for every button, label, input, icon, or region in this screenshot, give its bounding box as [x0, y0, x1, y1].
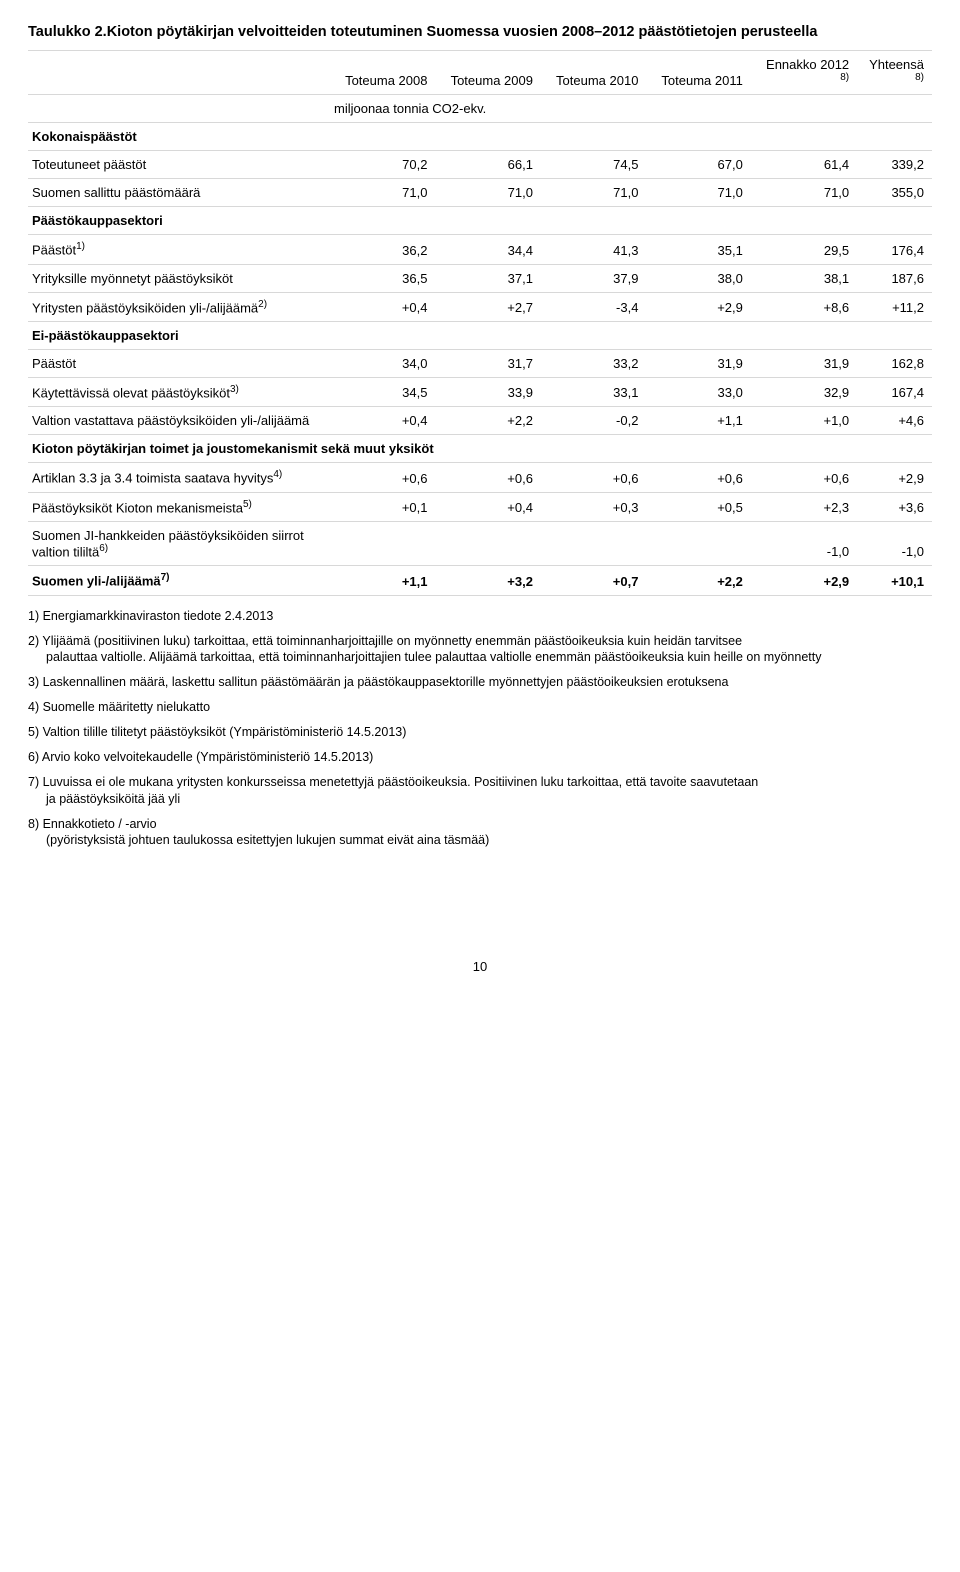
col-2008: Toteuma 2008	[330, 51, 435, 95]
header-row: Toteuma 2008 Toteuma 2009 Toteuma 2010 T…	[28, 51, 932, 95]
row-eipks-paastot: Päästöt 34,031,733,231,931,9162,8	[28, 349, 932, 377]
section-pks: Päästökauppasektori	[28, 207, 932, 235]
row-valtion-ylialijaamaa: Valtion vastattava päästöyksiköiden yli-…	[28, 407, 932, 435]
row-suomen-ylialijaamaa: Suomen yli-/alijäämä7) +1,1+3,2+0,7+2,2+…	[28, 566, 932, 595]
unit-row: miljoonaa tonnia CO2-ekv.	[28, 95, 932, 123]
section-kioto: Kioton pöytäkirjan toimet ja joustomekan…	[28, 435, 932, 463]
row-myonnetyt: Yrityksille myönnetyt päästöyksiköt 36,5…	[28, 264, 932, 292]
footnote-2: 2) Ylijäämä (positiivinen luku) tarkoitt…	[28, 633, 932, 667]
page-number: 10	[28, 959, 932, 974]
footnote-4: 4) Suomelle määritetty nielukatto	[28, 699, 932, 716]
data-table: Toteuma 2008 Toteuma 2009 Toteuma 2010 T…	[28, 50, 932, 596]
footnotes: 1) Energiamarkkinaviraston tiedote 2.4.2…	[28, 608, 932, 850]
row-toteutuneet: Toteutuneet päästöt 70,266,174,567,061,4…	[28, 151, 932, 179]
section-kokonais: Kokonaispäästöt	[28, 123, 932, 151]
col-total: Yhteensä8)	[857, 51, 932, 95]
row-ji-siirrot: Suomen JI-hankkeiden päästöyksiköiden si…	[28, 521, 932, 565]
row-artikla: Artiklan 3.3 ja 3.4 toimista saatava hyv…	[28, 463, 932, 492]
col-2011: Toteuma 2011	[646, 51, 750, 95]
table-title: Taulukko 2.Kioton pöytäkirjan velvoittei…	[28, 24, 932, 40]
footnote-7: 7) Luvuissa ei ole mukana yritysten konk…	[28, 774, 932, 808]
footnote-6: 6) Arvio koko velvoitekaudelle (Ympärist…	[28, 749, 932, 766]
row-pks-paastot: Päästöt1) 36,234,441,335,129,5176,4	[28, 235, 932, 264]
footnote-5: 5) Valtion tilille tilitetyt päästöyksik…	[28, 724, 932, 741]
col-2012: Ennakko 20128)	[751, 51, 857, 95]
footnote-3: 3) Laskennallinen määrä, laskettu sallit…	[28, 674, 932, 691]
row-yritysten-ylialijaamaa: Yritysten päästöyksiköiden yli-/alijäämä…	[28, 292, 932, 321]
col-2010: Toteuma 2010	[541, 51, 646, 95]
row-kaytettavissa: Käytettävissä olevat päästöyksiköt3) 34,…	[28, 377, 932, 406]
footnote-8: 8) Ennakkotieto / -arvio (pyöristyksistä…	[28, 816, 932, 850]
section-eipks: Ei-päästökauppasektori	[28, 321, 932, 349]
col-blank	[28, 51, 330, 95]
row-sallittu: Suomen sallittu päästömäärä 71,071,071,0…	[28, 179, 932, 207]
col-2009: Toteuma 2009	[435, 51, 540, 95]
footnote-1: 1) Energiamarkkinaviraston tiedote 2.4.2…	[28, 608, 932, 625]
row-mekanismeista: Päästöyksiköt Kioton mekanismeista5) +0,…	[28, 492, 932, 521]
